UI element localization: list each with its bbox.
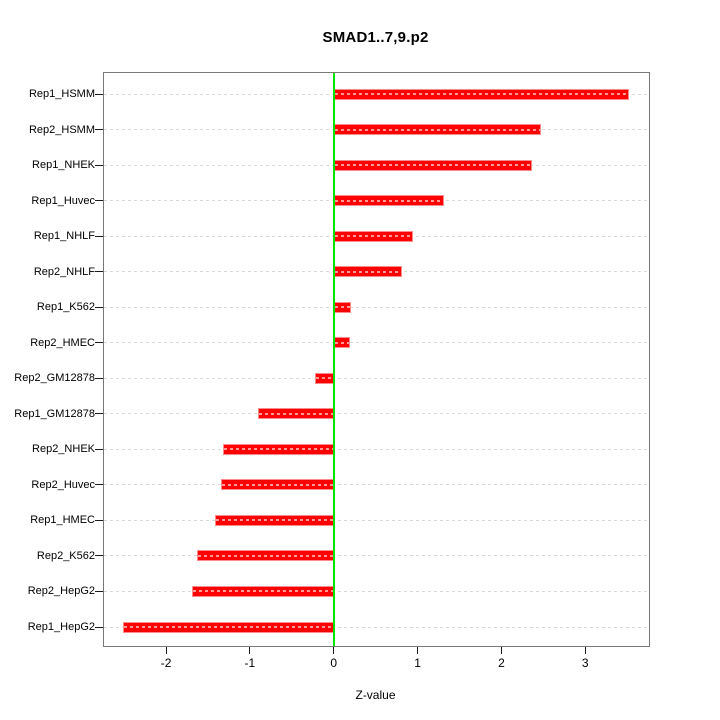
bar-rep2_hsmm — [333, 124, 541, 136]
bar-grid-overlay — [334, 341, 349, 344]
chart-title: SMAD1..7,9.p2 — [322, 29, 429, 46]
y-axis-tick — [95, 413, 103, 415]
y-axis-category-label: Rep1_HSMM — [28, 88, 95, 100]
plot-area: Rep1_HSMM Rep2_HSMM Rep1_NHEK Rep1_Huvec Rep… — [14, 72, 650, 670]
bar-rep2_k562 — [197, 550, 334, 562]
bar-grid-overlay — [224, 448, 333, 451]
row-gridline — [104, 413, 649, 415]
bar-grid-overlay — [334, 199, 443, 202]
y-axis-category-label: Rep2_HMEC — [30, 336, 95, 349]
bar-rep1_hepg2 — [123, 621, 334, 633]
bar-rep1_hmec — [214, 514, 334, 526]
bar-rep1_gm12878 — [258, 408, 334, 420]
row-gridline — [104, 342, 649, 344]
bar-grid-overlay — [334, 164, 531, 167]
y-axis-category-label: Rep2_NHEK — [32, 443, 95, 456]
y-axis-tick — [95, 519, 103, 521]
bar-rep1_huvec — [333, 195, 444, 207]
bar-rep2_nhek — [223, 443, 334, 455]
bar-grid-overlay — [334, 235, 413, 238]
x-axis-label: Z-value — [355, 688, 396, 702]
x-axis-tick-label: -1 — [244, 656, 256, 670]
y-axis-category-label: Rep2_K562 — [36, 549, 95, 562]
y-axis-tick — [95, 448, 103, 450]
x-axis-tick-label: 2 — [498, 656, 505, 670]
y-axis-tick — [95, 200, 103, 202]
y-axis-tick — [95, 129, 103, 131]
y-axis-tick — [95, 164, 103, 166]
row-gridline — [104, 626, 649, 628]
x-axis-tick — [417, 647, 419, 654]
y-axis-tick — [95, 590, 103, 592]
y-axis-category-label: Rep2_HepG2 — [27, 585, 95, 598]
x-axis-tick — [500, 647, 502, 654]
bar-grid-overlay — [334, 270, 402, 273]
bar-rep1_hsmm — [333, 88, 629, 100]
y-axis-category-label: Rep2_GM12878 — [14, 372, 95, 385]
y-axis-category-label: Rep1_GM12878 — [14, 407, 95, 420]
bar-rep2_gm12878 — [315, 372, 334, 384]
bar-grid-overlay — [334, 93, 628, 95]
bar-rep2_hmec — [333, 337, 350, 349]
bar-grid-overlay — [215, 519, 333, 522]
bar-rep1_nhlf — [333, 230, 414, 242]
x-axis-tick — [165, 647, 167, 654]
y-axis-category-label: Rep2_Huvec — [31, 478, 95, 491]
y-axis-category-label: Rep2_HSMM — [28, 123, 95, 136]
y-axis-tick — [95, 93, 103, 95]
x-axis-tick-label: 1 — [414, 656, 421, 670]
y-axis-tick — [95, 306, 103, 308]
bar-rep2_huvec — [220, 479, 334, 491]
y-axis-category-label: Rep1_Huvec — [31, 194, 95, 207]
y-axis-category-label: Rep1_K562 — [36, 301, 95, 314]
bar-rep1_nhek — [333, 159, 532, 171]
x-axis-tick — [333, 647, 335, 654]
row-gridline — [104, 590, 649, 592]
x-axis-tick — [584, 647, 586, 654]
y-axis-tick — [95, 342, 103, 344]
row-gridline — [104, 306, 649, 308]
bar-grid-overlay — [259, 412, 333, 415]
row-gridline — [104, 448, 649, 450]
y-axis-tick — [95, 377, 103, 379]
bar-grid-overlay — [193, 590, 333, 593]
row-gridline — [104, 555, 649, 557]
y-axis-tick — [95, 626, 103, 628]
x-axis-tick-label: 3 — [581, 656, 589, 670]
bar-grid-overlay — [334, 306, 350, 309]
y-axis-tick — [95, 484, 103, 486]
y-axis-tick — [95, 271, 103, 273]
y-axis-category-label: Rep1_HepG2 — [27, 621, 95, 633]
bar-grid-overlay — [221, 483, 333, 486]
y-axis-category-label: Rep2_NHLF — [33, 265, 95, 278]
zero-value-line — [332, 73, 335, 646]
row-gridline — [104, 377, 649, 379]
bar-grid-overlay — [124, 626, 333, 628]
y-axis-category-label: Rep1_HMEC — [30, 514, 95, 527]
x-axis-tick-label: 0 — [330, 656, 338, 670]
bar-grid-overlay — [316, 377, 333, 380]
x-axis-tick — [249, 647, 251, 654]
bar-grid-overlay — [334, 128, 540, 131]
y-axis-category-label: Rep1_NHLF — [33, 230, 95, 243]
y-axis-tick — [95, 555, 103, 557]
y-axis-category-label: Rep1_NHEK — [32, 159, 95, 172]
x-axis-tick-label: -2 — [160, 656, 172, 670]
bar-rep2_nhlf — [333, 266, 403, 278]
bar-rep1_k562 — [333, 301, 351, 313]
bar-rep2_hepg2 — [192, 585, 334, 597]
row-gridline — [104, 519, 649, 521]
y-axis-tick — [95, 235, 103, 237]
row-gridline — [104, 484, 649, 486]
bar-grid-overlay — [198, 554, 333, 557]
